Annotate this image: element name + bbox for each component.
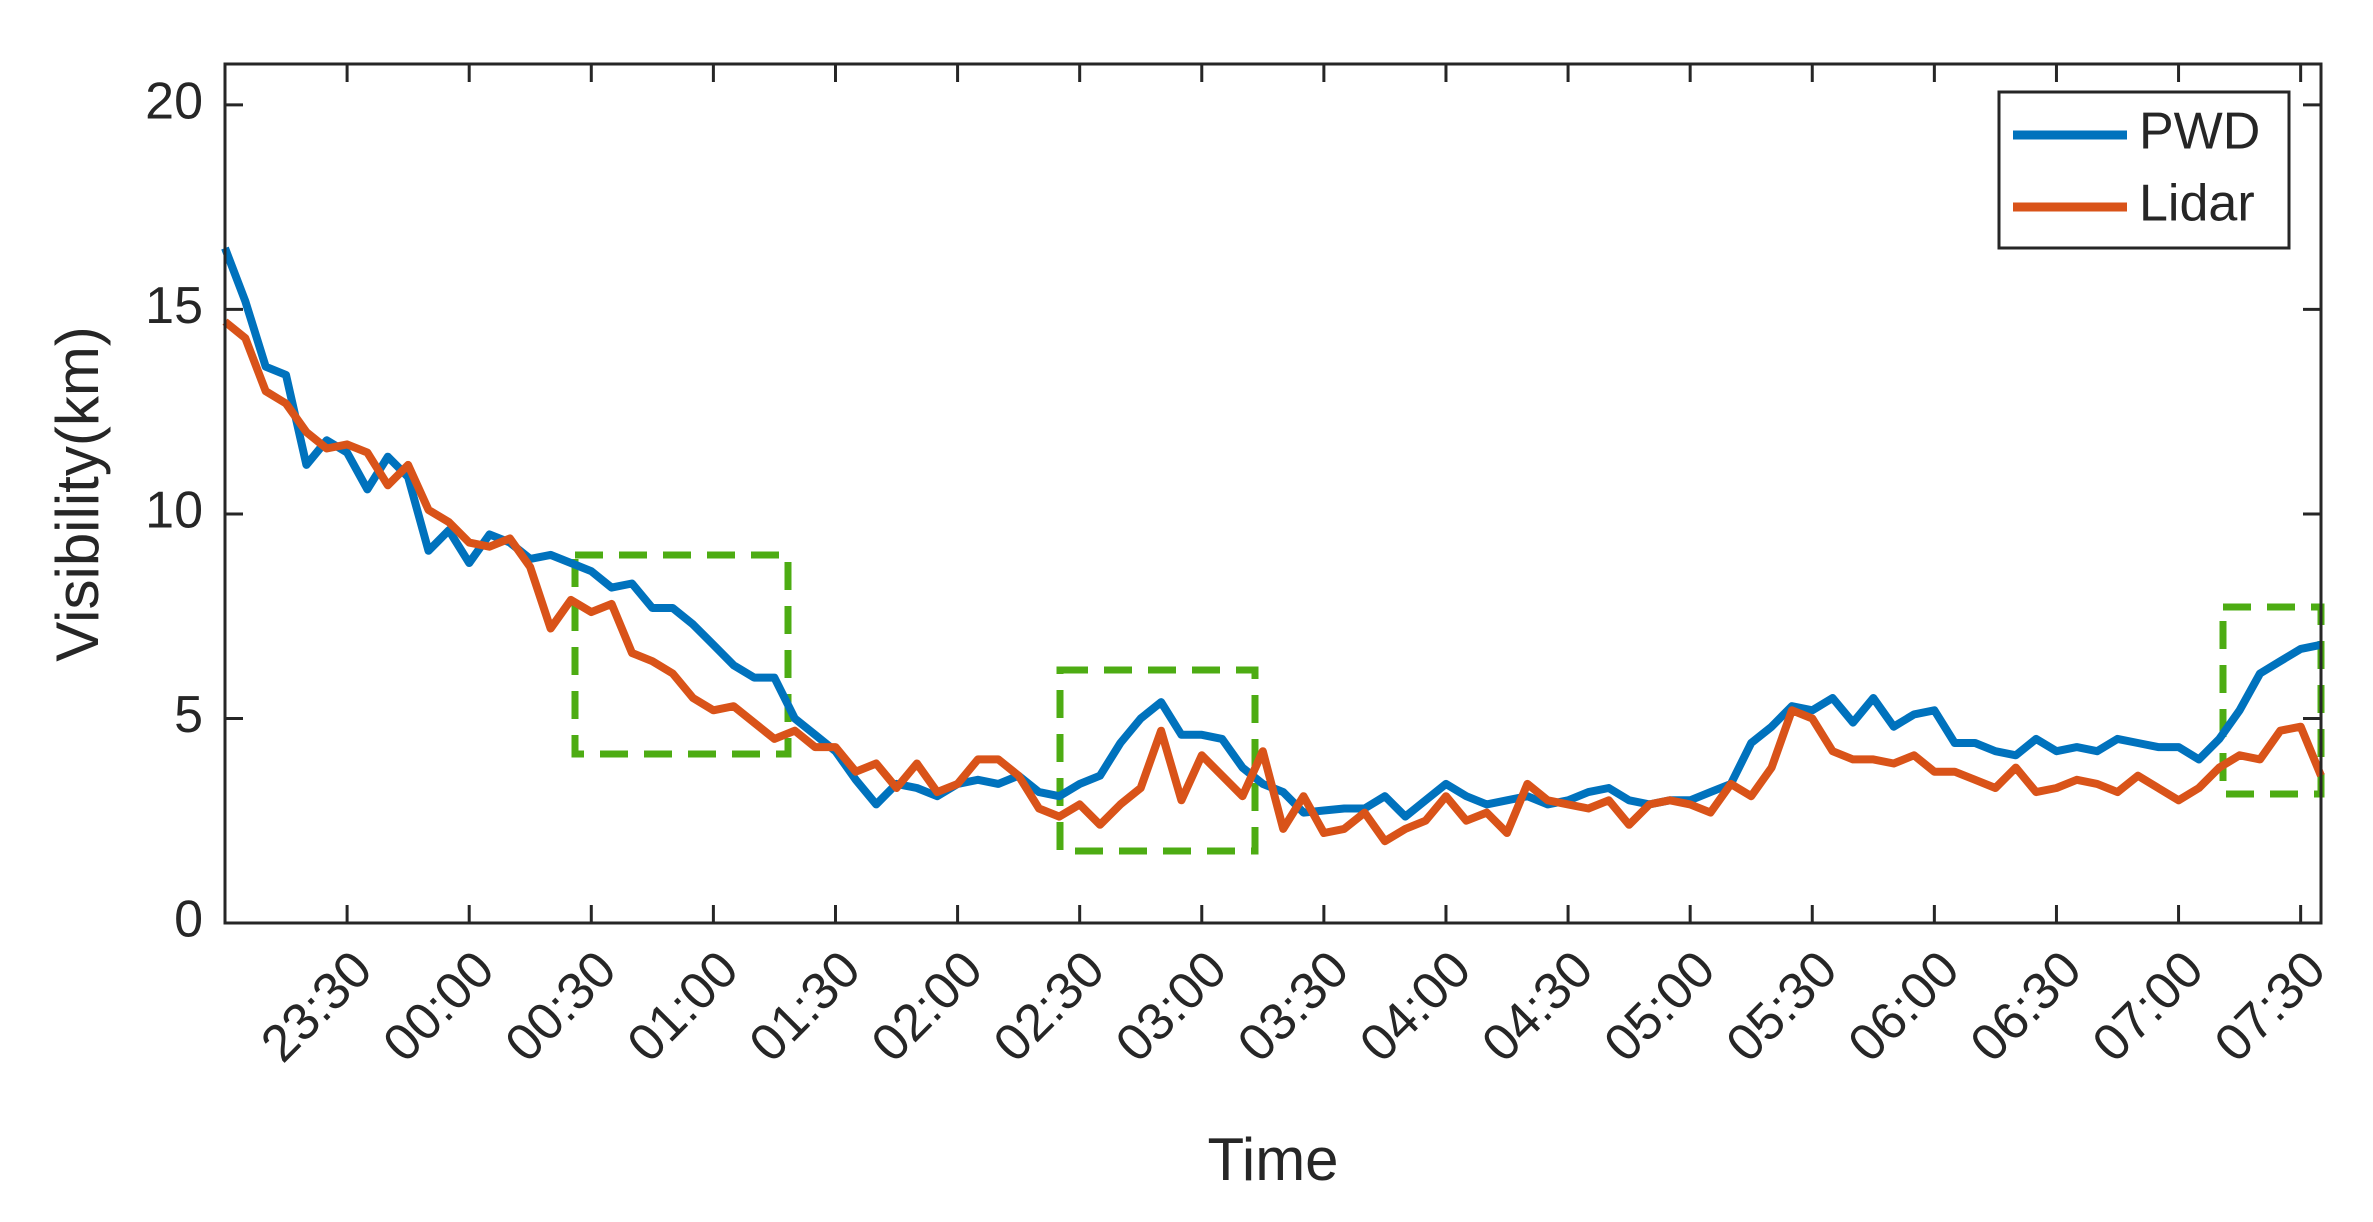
legend: PWD Lidar: [1997, 90, 2291, 250]
x-tick-label: 03:30: [1227, 940, 1360, 1073]
x-tick-label: 03:00: [1105, 940, 1238, 1073]
x-tick-label: 02:30: [983, 940, 1116, 1073]
x-tick-label: 05:00: [1593, 940, 1726, 1073]
series-line: [222, 318, 2325, 846]
x-tick-label: 06:00: [1838, 940, 1971, 1073]
x-tick-label: 23:30: [250, 940, 383, 1073]
legend-box: [1997, 90, 2291, 250]
x-tick-label: 00:30: [494, 940, 627, 1073]
x-tick-label: 04:30: [1471, 940, 1604, 1073]
x-tick-label: 07:30: [2204, 940, 2337, 1073]
series-line: [221, 246, 2322, 821]
y-tick-label: 15: [145, 277, 203, 335]
y-tick-label: 5: [174, 686, 203, 744]
highlight-box: [1056, 666, 1259, 855]
y-axis-title: Visibility(km): [44, 326, 111, 662]
x-tick-label: 01:30: [739, 940, 872, 1073]
y-tick-label: 10: [145, 482, 203, 540]
legend-label: Lidar: [2139, 175, 2255, 233]
x-tick-label: 01:00: [617, 940, 750, 1073]
x-tick-label: 07:00: [2082, 940, 2215, 1073]
highlight-box: [2219, 603, 2325, 798]
legend-label: PWD: [2139, 103, 2260, 161]
y-tick-label: 0: [174, 891, 203, 949]
x-tick-label: 04:00: [1349, 940, 1482, 1073]
highlight-box: [571, 551, 792, 758]
highlight-boxes: [571, 551, 2325, 855]
x-axis-title: Time: [1207, 1126, 1338, 1193]
x-tick-label: 00:00: [372, 940, 505, 1073]
y-tick-label: 20: [145, 73, 203, 131]
x-tick-label: 06:30: [1960, 940, 2093, 1073]
x-tick-label: 05:30: [1715, 940, 1848, 1073]
plot-frame: [223, 62, 2323, 925]
x-tick-label: 02:00: [861, 940, 994, 1073]
